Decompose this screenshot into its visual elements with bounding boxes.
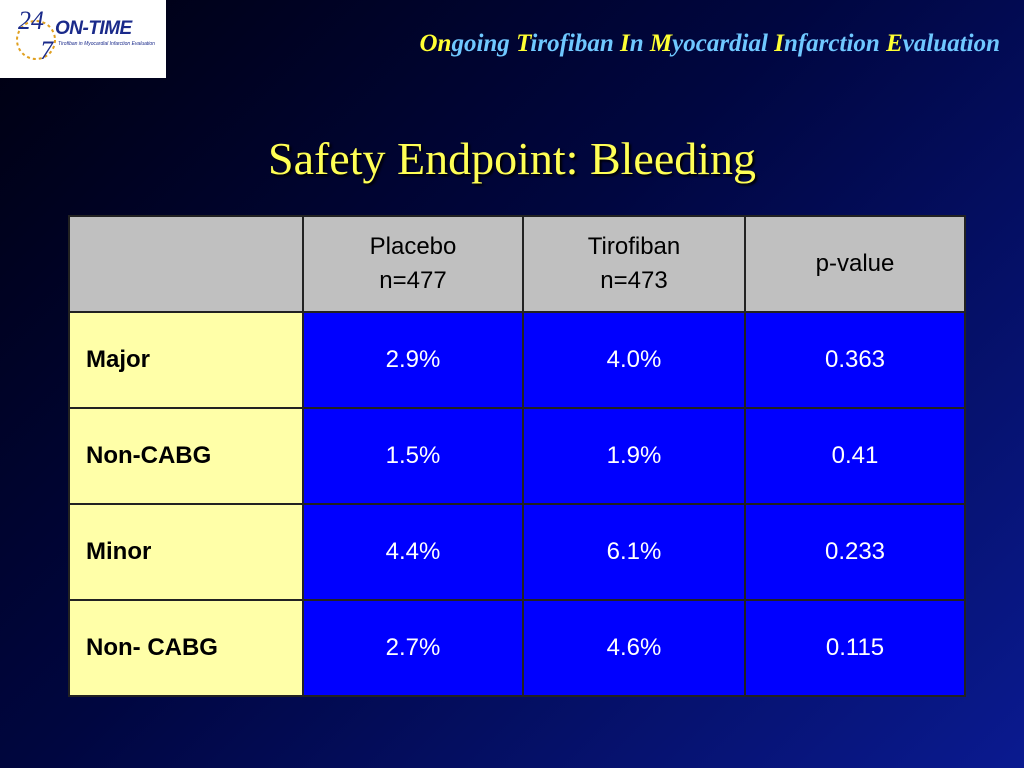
row: Non-CABG 1.5% 1.9% 0.41 [68,407,966,505]
header-line: Placebo [369,233,457,260]
logo-number: 7 [40,36,53,65]
header-initial: I [774,30,784,57]
table: Placebo n=477 Tirofiban n=473 p-value Major 2.… [68,215,966,697]
header-initial: E [886,30,903,57]
header-line: n=477 [379,267,447,294]
header-line: n=473 [600,267,668,294]
header-initial: T [516,30,531,57]
row: Non- CABG 2.7% 4.6% 0.115 [68,599,966,697]
header-rest: yocardial [672,30,768,57]
header-initial: M [649,30,673,57]
cell: 6.1% [522,503,746,601]
header: Ongoing Tirofiban In Myocardial Infarcti… [419,30,1000,58]
slide-title: Safety Endpoint: Bleeding [267,133,757,184]
header-rest: irofiban [530,30,614,57]
corner-cell [68,215,304,313]
row-label: Non-CABG [68,407,304,505]
column-header: Tirofiban n=473 [522,215,746,313]
cell: 2.9% [302,311,524,409]
logo-name: ON-TIME [55,18,132,39]
header-line: p-value [815,250,895,277]
column-header: Placebo n=477 [302,215,524,313]
cell: 0.41 [744,407,966,505]
row-label: Minor [68,503,304,601]
cell: 4.0% [522,311,746,409]
cell: 4.6% [522,599,746,697]
cell: 1.9% [522,407,746,505]
logo-number: 24 [18,6,44,35]
cell: 2.7% [302,599,524,697]
header-rest: going [451,30,510,57]
row: Major 2.9% 4.0% 0.363 [68,311,966,409]
header-rest: nfarction [783,30,880,57]
row-label: Non- CABG [68,599,304,697]
row-label: Major [68,311,304,409]
logo: 24 7 ON-TIME Tirofiban in Myocardial Inf… [0,0,166,78]
logo-tagline: Tirofiban in Myocardial Infarction Evalu… [58,41,155,47]
cell: 0.363 [744,311,966,409]
cell: 0.233 [744,503,966,601]
row: Minor 4.4% 6.1% 0.233 [68,503,966,601]
cell: 4.4% [302,503,524,601]
header-initial: On [419,30,452,57]
header-rest: valuation [902,30,1000,57]
cell: 1.5% [302,407,524,505]
header-initial: I [620,30,630,57]
column-header: p-value [744,215,966,313]
logo-clock [16,20,56,60]
header-line: Tirofiban [587,233,681,260]
cell: 0.115 [744,599,966,697]
header-rest: n [629,30,644,57]
